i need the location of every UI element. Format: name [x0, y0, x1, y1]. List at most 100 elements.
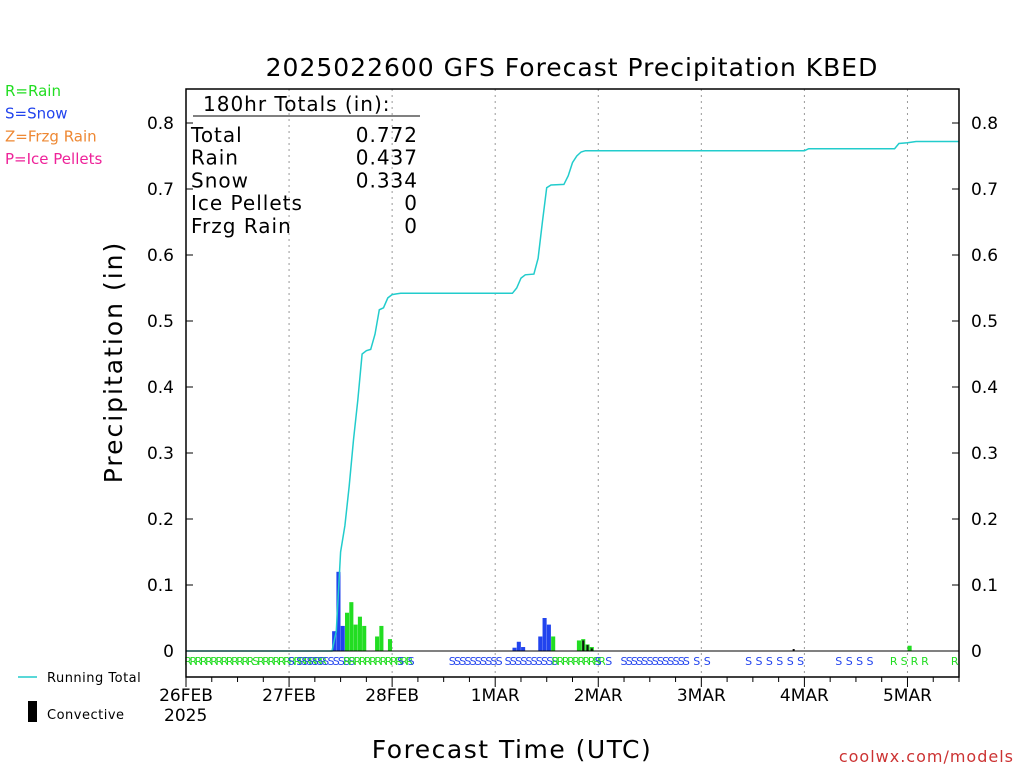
y-tick-label: 0.2	[147, 510, 174, 530]
convective-bar	[586, 645, 589, 651]
totals-row-label: Total	[190, 123, 243, 147]
ptype-char: S	[551, 655, 558, 668]
ptype-char: R	[588, 655, 596, 668]
y-tick-label: 0.8	[147, 114, 174, 134]
totals-row-value: 0	[404, 214, 418, 238]
ptype-char: R	[551, 655, 559, 668]
y-tick-label-right: 0.3	[971, 444, 998, 464]
ptype-char: S	[525, 655, 532, 668]
precip-type-legend: R=Rain S=Snow Z=Frzg Rain P=Ice Pellets	[5, 82, 102, 168]
ptype-char: S	[397, 655, 404, 668]
ptype-char: S	[835, 655, 842, 668]
ptype-char: R	[247, 655, 255, 668]
totals-header: 180hr Totals (in):	[203, 92, 391, 116]
precip-bar	[387, 639, 393, 651]
convective-swatch	[28, 701, 37, 722]
ptype-char: S	[901, 655, 908, 668]
ptype-char: S	[348, 655, 355, 668]
ptype-char: R	[359, 655, 367, 668]
precip-bar	[538, 636, 543, 651]
ptype-char: R	[278, 655, 286, 668]
y-tick-label: 0.6	[147, 246, 174, 266]
ptype-char: S	[449, 655, 456, 668]
ptype-char: S	[641, 655, 648, 668]
x-tick-label: 4MAR	[780, 686, 829, 706]
type-legend-item: R=Rain	[5, 82, 61, 100]
watermark: coolwx.com/models	[839, 747, 1014, 766]
ptype-char: S	[520, 655, 527, 668]
totals-row-label: Snow	[191, 168, 249, 192]
ptype-char: R	[283, 655, 291, 668]
y-tick-label-right: 0.1	[971, 576, 998, 596]
ptype-char: S	[343, 655, 350, 668]
ptype-char: S	[459, 655, 466, 668]
ptype-char: S	[464, 655, 471, 668]
ptype-char: R	[299, 655, 307, 668]
ptype-char: R	[577, 655, 585, 668]
ptype-char: R	[262, 655, 270, 668]
ptype-char: S	[485, 655, 492, 668]
ptype-char: S	[657, 655, 664, 668]
ptype-char: R	[267, 655, 275, 668]
precip-bar	[512, 647, 517, 651]
ptype-char: R	[257, 655, 265, 668]
running-total-line	[186, 140, 959, 652]
x-tick-label: 27FEB	[262, 686, 316, 706]
y-tick-label-right: 0.8	[971, 114, 998, 134]
y-axis: 0 00.1 0.10.2 0.20.3 0.30.4 0.40.5 0.50.6 0.60.…	[147, 114, 998, 662]
y-tick-label-right: 0.6	[971, 246, 998, 266]
vertical-gridlines	[288, 89, 908, 677]
precip-bar	[357, 616, 362, 651]
ptype-char: R	[951, 655, 959, 668]
type-legend-item: Z=Frzg Rain	[5, 127, 97, 145]
ptype-char: R	[572, 655, 580, 668]
ptype-char: R	[593, 655, 601, 668]
precip-bar	[353, 624, 358, 651]
y-tick-label-right: 0.2	[971, 510, 998, 530]
ptype-char: R	[598, 655, 606, 668]
convective-bar	[792, 649, 795, 651]
y-tick-label-right: 0.7	[971, 180, 998, 200]
ptype-char: S	[546, 655, 553, 668]
ptype-char: S	[787, 655, 794, 668]
precip-bar	[576, 640, 581, 651]
precip-bar	[345, 612, 350, 651]
precip-bar	[907, 645, 912, 651]
ptype-char: R	[343, 655, 351, 668]
ptype-char: S	[328, 655, 335, 668]
ptype-char: R	[319, 655, 327, 668]
ptype-char: R	[231, 655, 239, 668]
x-tick-label: 3MAR	[677, 686, 726, 706]
ptype-char: R	[348, 655, 356, 668]
precip-bar	[362, 625, 367, 651]
ptype-char: R	[385, 655, 393, 668]
x-axis: 26FEB 27FEB 28FEB 1MAR 2MAR 3MAR 4MAR 5MAR	[159, 677, 960, 706]
ptype-char: S	[636, 655, 643, 668]
ptype-char: R	[395, 655, 403, 668]
ptype-char: S	[536, 655, 543, 668]
precip-bar	[340, 625, 345, 651]
chart-title: 2025022600 GFS Forecast Precipitation KB…	[266, 53, 879, 82]
totals-row-value: 0.334	[356, 168, 418, 192]
plot-frame	[185, 88, 960, 678]
ptype-char: S	[312, 655, 319, 668]
y-tick-label: 0.5	[147, 312, 174, 332]
ptype-char: S	[673, 655, 680, 668]
x-tick-label: 2MAR	[574, 686, 623, 706]
precip-bars	[332, 571, 912, 651]
ptype-char: S	[766, 655, 773, 668]
x-tick-label: 26FEB	[159, 686, 213, 706]
ptype-char: S	[631, 655, 638, 668]
totals-row-value: 0.772	[356, 123, 418, 147]
ptype-char: S	[662, 655, 669, 668]
ptype-char: R	[380, 655, 388, 668]
ptype-char: S	[307, 655, 314, 668]
ptype-char: R	[304, 655, 312, 668]
totals-box: 180hr Totals (in): Total 0.772 Rain 0.437 Sn…	[190, 92, 420, 238]
y-tick-label: 0.4	[147, 378, 174, 398]
x-tick-label: 5MAR	[883, 686, 932, 706]
ptype-char: S	[756, 655, 763, 668]
precip-bar	[516, 641, 521, 651]
